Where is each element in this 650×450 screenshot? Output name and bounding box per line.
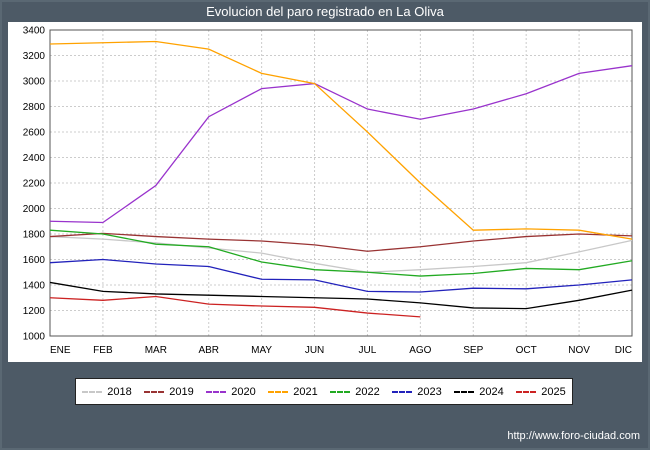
legend-label: 2023 (417, 385, 442, 398)
x-tick-label: OCT (516, 345, 537, 356)
legend-item-2023: 2023 (392, 385, 442, 398)
y-tick-label: 1800 (23, 230, 46, 241)
series-line-2018 (49, 235, 633, 273)
legend-label: 2018 (107, 385, 132, 398)
chart-canvas: 1000 1200 1400 1600 1800 2000 2200 2400 2600 2800… (23, 26, 633, 356)
y-tick-label: 2200 (23, 179, 46, 190)
x-tick-label: ABR (198, 345, 219, 356)
legend-label: 2021 (293, 385, 318, 398)
legend-item-2018: 2018 (82, 385, 132, 398)
series-line-2024 (49, 281, 633, 310)
source-url-link[interactable]: http://www.foro-ciudad.com (507, 430, 640, 442)
x-tick-label: JUN (305, 345, 324, 356)
chart-title: Evolucion del paro registrado en La Oliv… (206, 4, 444, 19)
legend-item-2019: 2019 (144, 385, 194, 398)
legend-item-2021: 2021 (268, 385, 318, 398)
legend-label: 2024 (479, 385, 504, 398)
legend-item-2022: 2022 (330, 385, 380, 398)
legend-dash-icon (206, 390, 227, 393)
legend-dash-icon (144, 390, 165, 393)
y-tick-label: 3000 (23, 77, 46, 88)
x-tick-label: DIC (615, 345, 632, 356)
y-tick-label: 2600 (23, 128, 46, 139)
chart-legend: 2018 2019 2020 2021 2022 2023 2024 2025 (75, 378, 573, 405)
legend-label: 2022 (355, 385, 380, 398)
legend-dash-icon (516, 390, 537, 393)
series-line-2021 (49, 40, 633, 240)
x-tick-label: AGO (409, 345, 431, 356)
legend-dash-icon (82, 390, 103, 393)
x-tick-label: SEP (463, 345, 483, 356)
x-tick-label: MAR (145, 345, 167, 356)
x-tick-label: FEB (93, 345, 113, 356)
series-line-2023 (49, 258, 633, 293)
chart-panel: 1000 1200 1400 1600 1800 2000 2200 2400 2600 2800… (8, 22, 642, 362)
legend-dash-icon (454, 390, 475, 393)
legend-dash-icon (268, 390, 289, 393)
y-tick-label: 2000 (23, 204, 46, 215)
x-tick-label: ENE (50, 345, 71, 356)
legend-dash-icon (392, 390, 413, 393)
series-line-2020 (49, 65, 633, 224)
y-tick-label: 3400 (23, 26, 46, 37)
legend-item-2025: 2025 (516, 385, 566, 398)
legend-dash-icon (330, 390, 351, 393)
y-tick-label: 3200 (23, 51, 46, 62)
legend-item-2024: 2024 (454, 385, 504, 398)
plot-border (49, 29, 633, 337)
y-tick-label: 1000 (23, 332, 46, 343)
x-tick-label: JUL (359, 345, 377, 356)
y-tick-label: 1200 (23, 306, 46, 317)
y-tick-label: 1600 (23, 255, 46, 266)
legend-label: 2020 (231, 385, 256, 398)
x-tick-label: NOV (568, 345, 590, 356)
y-tick-label: 2800 (23, 102, 46, 113)
legend-label: 2019 (169, 385, 194, 398)
series-line-2022 (49, 229, 633, 277)
y-tick-label: 1400 (23, 281, 46, 292)
legend-label: 2025 (541, 385, 566, 398)
series-line-2025 (49, 295, 421, 318)
legend-item-2020: 2020 (206, 385, 256, 398)
series-line-2019 (49, 232, 633, 252)
y-tick-label: 2400 (23, 153, 46, 164)
x-tick-label: MAY (251, 345, 272, 356)
